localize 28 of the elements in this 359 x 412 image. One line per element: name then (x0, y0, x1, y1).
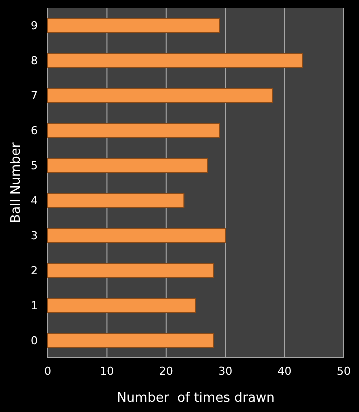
x-tick-label: 0 (44, 365, 52, 378)
x-axis-title: Number of times drawn (117, 391, 275, 406)
y-tick-label: 5 (31, 159, 38, 172)
bar (48, 228, 226, 243)
x-tick-label: 30 (218, 365, 233, 378)
bar (48, 263, 214, 278)
y-tick-label: 4 (31, 194, 38, 208)
bar (48, 193, 185, 208)
y-tick-label: 9 (31, 19, 38, 32)
y-tick-label: 8 (31, 54, 38, 68)
bar (48, 333, 214, 348)
y-tick-label: 0 (31, 334, 38, 348)
bar (48, 53, 304, 68)
y-tick-label: 1 (31, 299, 38, 312)
x-tick-label: 10 (100, 365, 114, 378)
y-tick-label: 6 (31, 124, 38, 138)
bar (48, 158, 208, 173)
y-tick-label: 2 (31, 264, 38, 278)
x-tick-label: 20 (159, 365, 174, 378)
y-axis-title: Ball Number (9, 142, 24, 224)
x-tick-label: 40 (278, 365, 292, 378)
x-tick-label: 50 (337, 365, 351, 378)
bar (48, 88, 274, 103)
bar (48, 298, 196, 313)
bar (48, 123, 220, 138)
y-tick-label: 3 (31, 229, 38, 242)
y-tick-label: 7 (31, 89, 38, 102)
bar (48, 18, 220, 33)
